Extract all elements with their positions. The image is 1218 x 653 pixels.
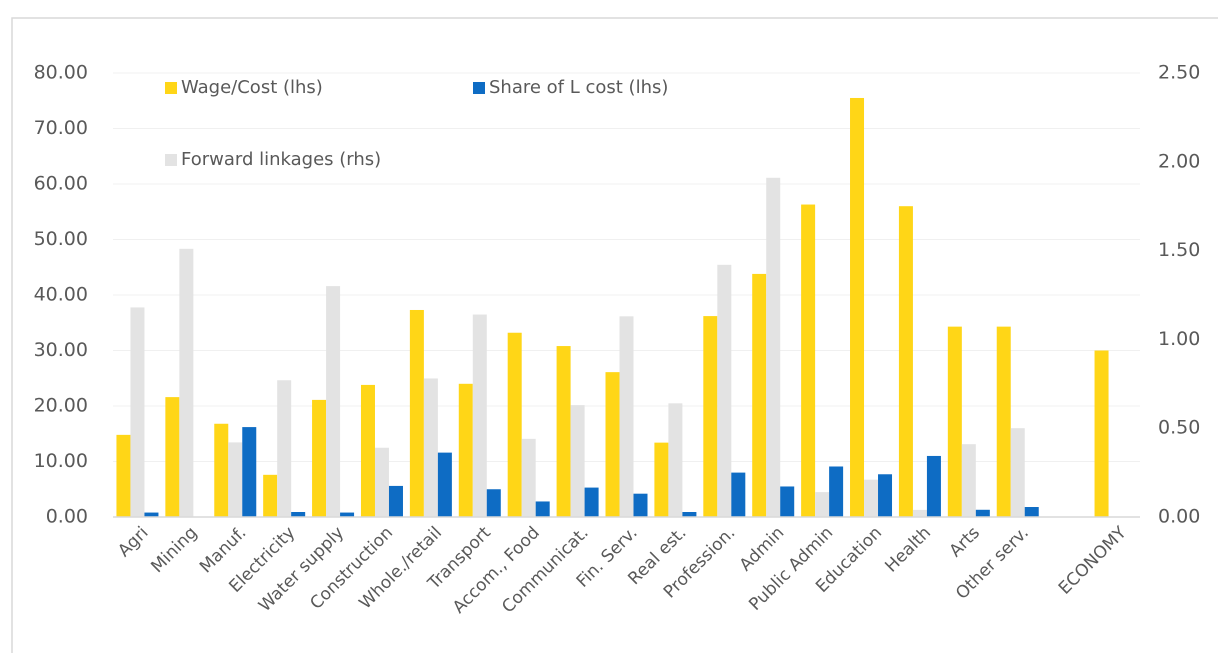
bar: [437, 452, 452, 517]
bar: [654, 442, 669, 517]
bar: [291, 512, 306, 517]
bar: [766, 177, 781, 517]
bar: [130, 307, 145, 517]
bar: [780, 486, 795, 517]
y-tick-label: 80.00: [34, 62, 88, 84]
bar: [458, 383, 473, 517]
bar: [277, 380, 292, 517]
bar: [633, 493, 648, 517]
bar: [898, 206, 913, 517]
bar: [423, 378, 438, 517]
bar: [668, 403, 683, 517]
y-tick-label: 60.00: [34, 173, 88, 195]
bar: [409, 309, 424, 517]
bar: [535, 501, 550, 517]
legend-swatch: [473, 82, 485, 94]
bar: [975, 509, 990, 517]
bar: [682, 512, 697, 517]
y-tick-label: 0.00: [46, 506, 88, 528]
bar: [961, 444, 976, 517]
bar: [717, 264, 732, 517]
bar: [312, 399, 327, 517]
bar: [1094, 350, 1109, 517]
y-tick-label: 20.00: [34, 395, 88, 417]
legend-label: Forward linkages (rhs): [181, 149, 381, 170]
bar: [815, 492, 830, 517]
bar: [878, 474, 893, 517]
legend-label: Wage/Cost (lhs): [181, 77, 323, 98]
x-tick-label: Water supply: [255, 523, 348, 616]
x-tick-label: Communicat.: [498, 523, 592, 617]
y2-tick-label: 1.50: [1158, 239, 1200, 261]
bar: [228, 442, 243, 517]
y-tick-label: 30.00: [34, 339, 88, 361]
bar: [326, 286, 341, 517]
bar: [829, 466, 844, 517]
bar: [1010, 428, 1025, 517]
y2-tick-label: 2.00: [1158, 150, 1200, 172]
bar: [864, 479, 879, 517]
y-tick-label: 50.00: [34, 228, 88, 250]
bar: [947, 326, 962, 517]
bar: [340, 512, 355, 517]
bar: [507, 332, 522, 517]
y2-tick-label: 2.50: [1158, 62, 1200, 84]
bar: [374, 447, 389, 517]
x-tick-label: Mining: [147, 523, 201, 577]
bar: [263, 474, 278, 517]
bar: [144, 512, 159, 517]
bar: [912, 509, 927, 517]
y2-tick-label: 0.50: [1158, 417, 1200, 439]
bar: [116, 434, 131, 517]
y2-tick-label: 1.00: [1158, 328, 1200, 350]
bar: [619, 316, 634, 517]
bar: [556, 346, 571, 517]
bar: [486, 489, 501, 517]
legend-swatch: [165, 82, 177, 94]
bar: [1024, 507, 1039, 517]
bar: [584, 487, 599, 517]
legend-swatch: [165, 154, 177, 166]
bar: [752, 273, 767, 517]
bar: [731, 472, 746, 517]
bar: [801, 204, 816, 517]
bar: [521, 438, 536, 517]
bar: [165, 397, 180, 517]
legend-label: Share of L cost (lhs): [489, 77, 668, 98]
y-tick-label: 10.00: [34, 450, 88, 472]
bar: [179, 248, 194, 517]
x-tick-label: Health: [881, 523, 935, 577]
bar: [850, 97, 865, 517]
y-tick-label: 40.00: [34, 284, 88, 306]
bar: [472, 314, 487, 517]
bar: [570, 405, 585, 517]
chart-frame: [11, 17, 1218, 653]
bar: [242, 427, 257, 517]
bar: [996, 326, 1011, 517]
y-tick-label: 70.00: [34, 117, 88, 139]
bar: [926, 455, 941, 517]
y2-tick-label: 0.00: [1158, 506, 1200, 528]
x-tick-label: Arts: [946, 523, 984, 561]
x-tick-label: ECONOMY: [1055, 523, 1131, 599]
bar: [703, 316, 718, 517]
x-tick-label: Accom., Food: [449, 523, 544, 618]
bar: [214, 423, 229, 517]
bar: [605, 372, 620, 517]
bar: [388, 485, 403, 517]
bar: [360, 384, 375, 517]
x-tick-label: Agri: [114, 523, 152, 561]
